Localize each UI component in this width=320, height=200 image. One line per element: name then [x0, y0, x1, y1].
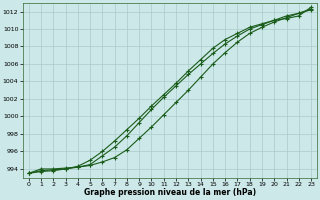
X-axis label: Graphe pression niveau de la mer (hPa): Graphe pression niveau de la mer (hPa) [84, 188, 256, 197]
